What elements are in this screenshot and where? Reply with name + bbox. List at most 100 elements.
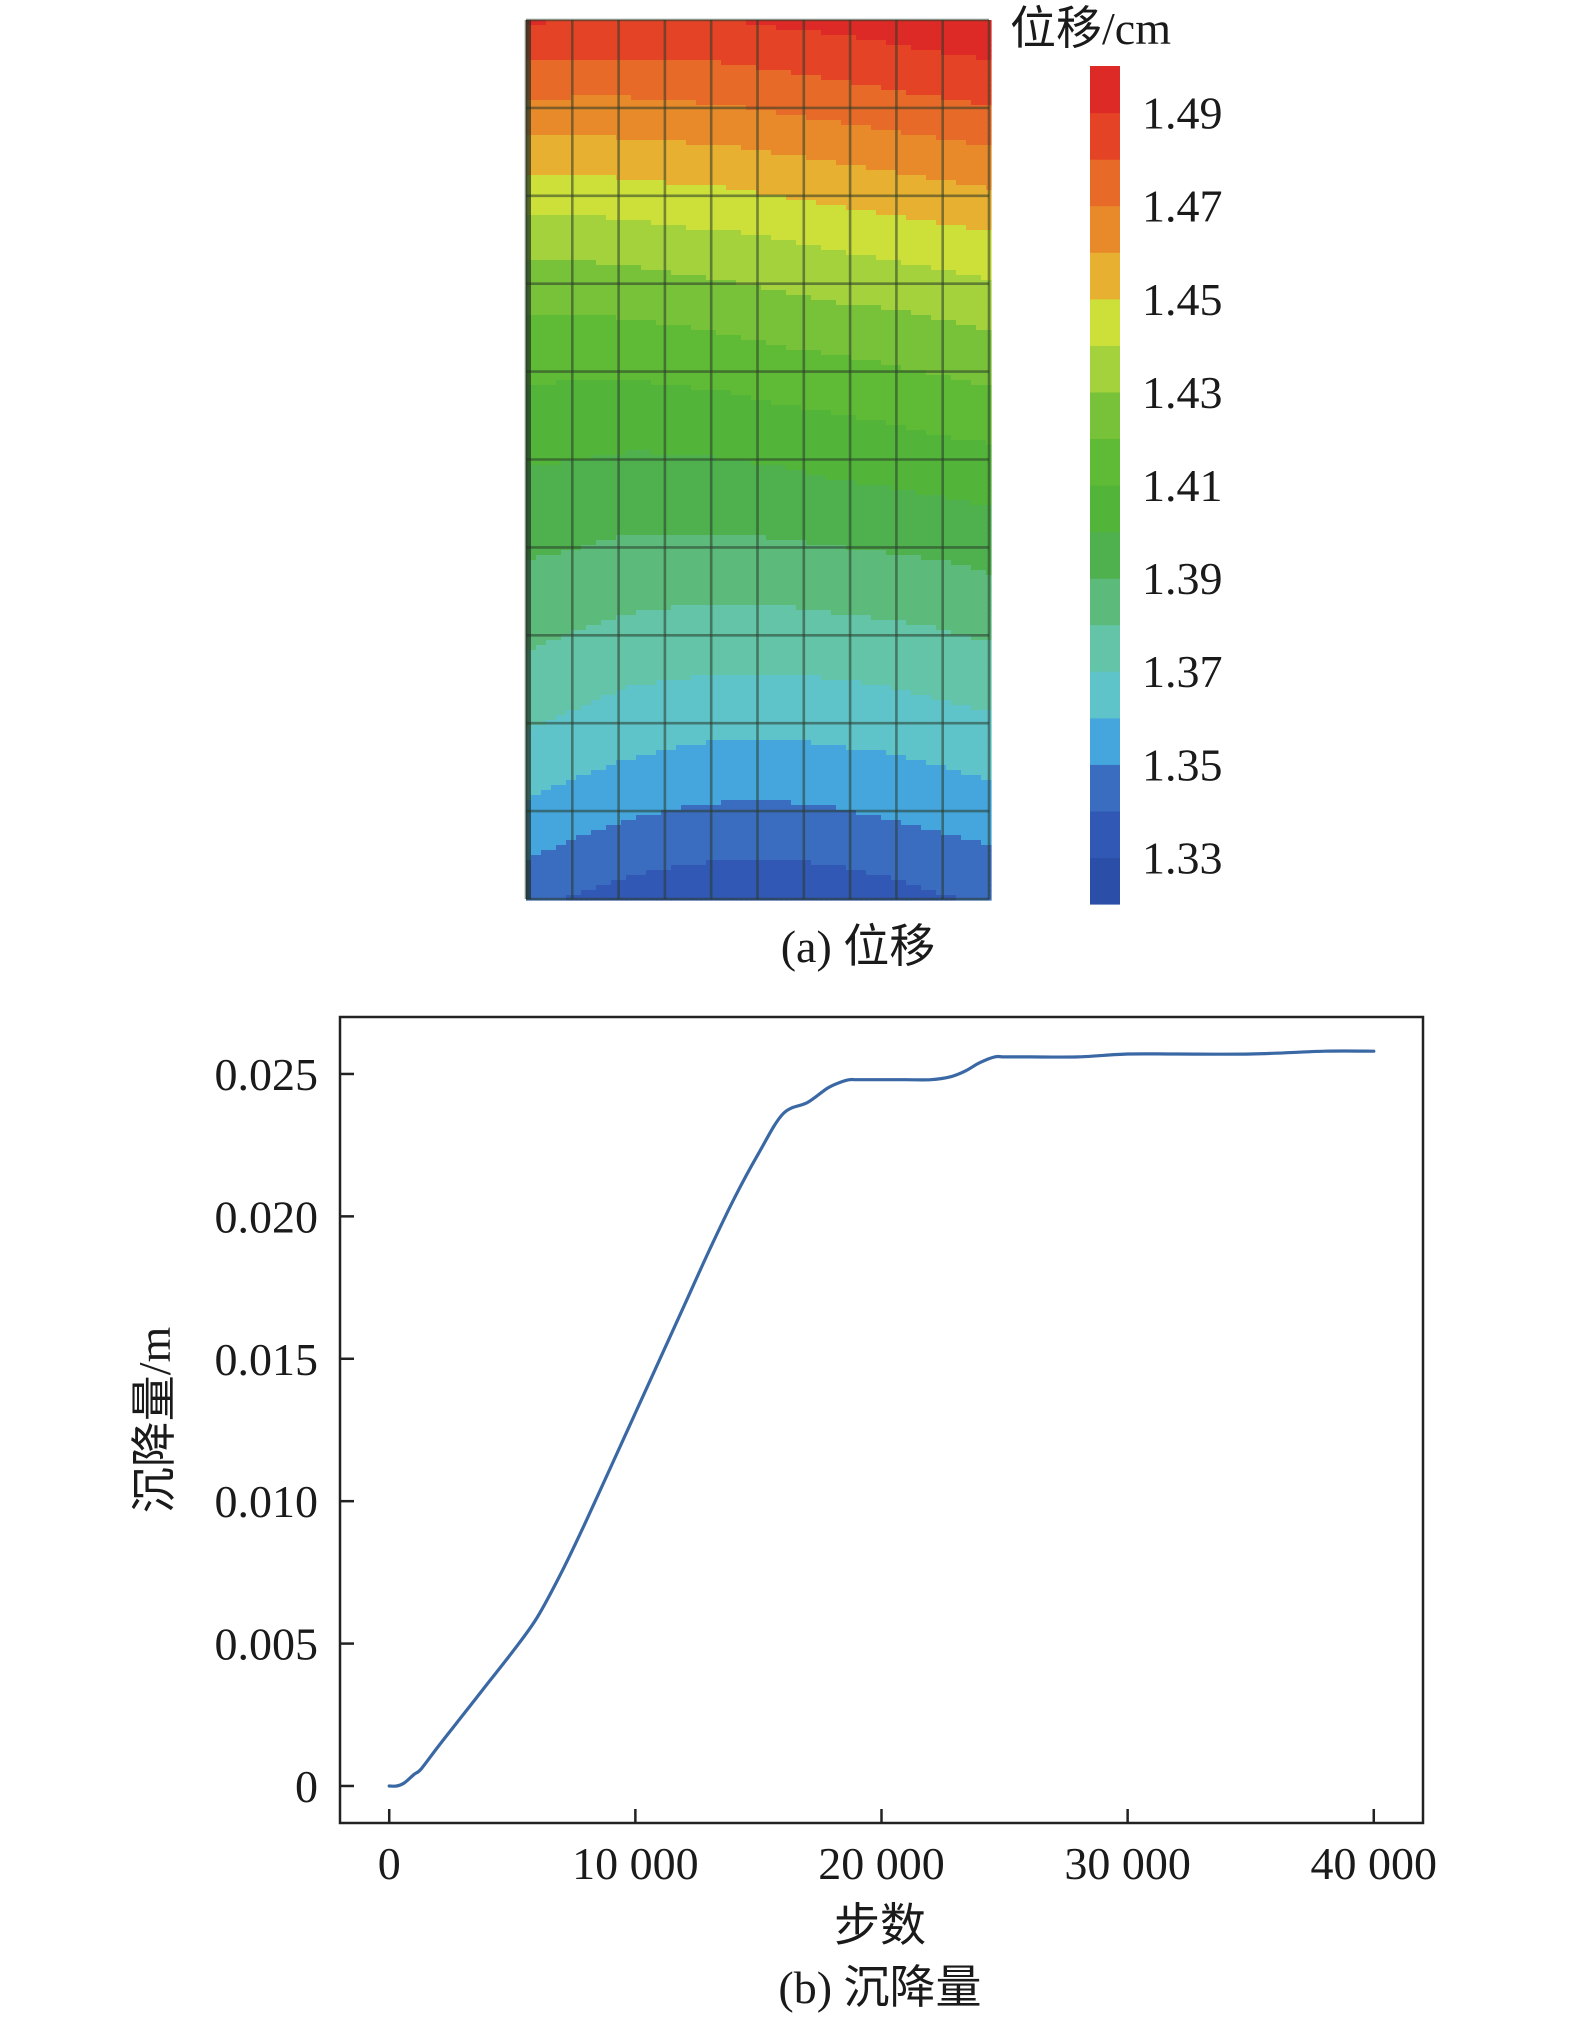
field-cell [891,120,897,126]
field-cell [596,125,602,131]
field-cell [886,180,892,186]
field-cell [681,75,687,81]
field-cell [556,40,562,46]
field-cell [606,170,612,176]
field-cell [916,130,922,136]
field-cell [711,210,717,216]
field-cell [966,230,972,236]
field-cell [766,165,772,171]
field-cell [641,30,647,36]
field-cell [556,75,562,81]
field-cell [571,155,577,161]
field-cell [956,85,962,91]
field-cell [966,45,972,51]
field-cell [676,245,682,251]
field-cell [636,285,642,291]
field-cell [776,205,782,211]
field-cell [831,250,837,256]
field-cell [921,35,927,41]
field-cell [921,25,927,31]
field-cell [981,195,987,201]
field-cell [696,80,702,86]
field-cell [551,275,557,281]
field-cell [966,185,972,191]
field-cell [731,195,737,201]
field-cell [686,230,692,236]
field-cell [731,130,737,136]
field-cell [791,85,797,91]
field-cell [646,230,652,236]
field-cell [606,195,612,201]
field-cell [746,270,752,276]
field-cell [561,60,567,66]
field-cell [876,265,882,271]
field-cell [606,245,612,251]
field-cell [766,60,772,66]
field-cell [901,245,907,251]
field-cell [581,180,587,186]
field-cell [621,195,627,201]
field-cell [811,230,817,236]
field-cell [566,80,572,86]
field-cell [796,135,802,141]
field-cell [706,35,712,41]
field-cell [911,255,917,261]
field-cell [706,200,712,206]
field-cell [741,275,747,281]
field-cell [736,260,742,266]
field-cell [776,195,782,201]
field-cell [546,205,552,211]
field-cell [621,255,627,261]
field-cell [626,110,632,116]
field-cell [716,250,722,256]
field-cell [806,90,812,96]
field-cell [771,55,777,61]
field-cell [596,180,602,186]
field-cell [586,235,592,241]
field-cell [981,40,987,46]
field-cell [611,25,617,31]
field-cell [981,215,987,221]
field-cell [711,130,717,136]
field-cell [916,210,922,216]
field-cell [691,60,697,66]
field-cell [781,150,787,156]
field-cell [881,260,887,266]
field-cell [951,135,957,141]
field-cell [816,80,822,86]
field-cell [946,85,952,91]
field-cell [551,35,557,41]
field-cell [706,60,712,66]
field-cell [841,205,847,211]
field-cell [646,160,652,166]
field-cell [561,185,567,191]
field-cell [721,120,727,126]
field-cell [576,170,582,176]
field-cell [646,80,652,86]
field-cell [681,95,687,101]
field-cell [946,220,952,226]
field-cell [861,70,867,76]
field-cell [731,235,737,241]
field-cell [971,45,977,51]
field-cell [901,40,907,46]
field-cell [666,155,672,161]
field-cell [981,185,987,191]
field-cell [851,185,857,191]
field-cell [931,75,937,81]
field-cell [826,265,832,271]
field-cell [856,55,862,61]
field-cell [666,130,672,136]
field-cell [841,275,847,281]
field-cell [626,100,632,106]
field-cell [886,80,892,86]
field-cell [596,175,602,181]
field-cell [861,225,867,231]
field-cell [746,275,752,281]
field-cell [686,195,692,201]
field-cell [606,150,612,156]
field-cell [636,80,642,86]
field-cell [721,265,727,271]
field-cell [656,270,662,276]
field-cell [556,80,562,86]
